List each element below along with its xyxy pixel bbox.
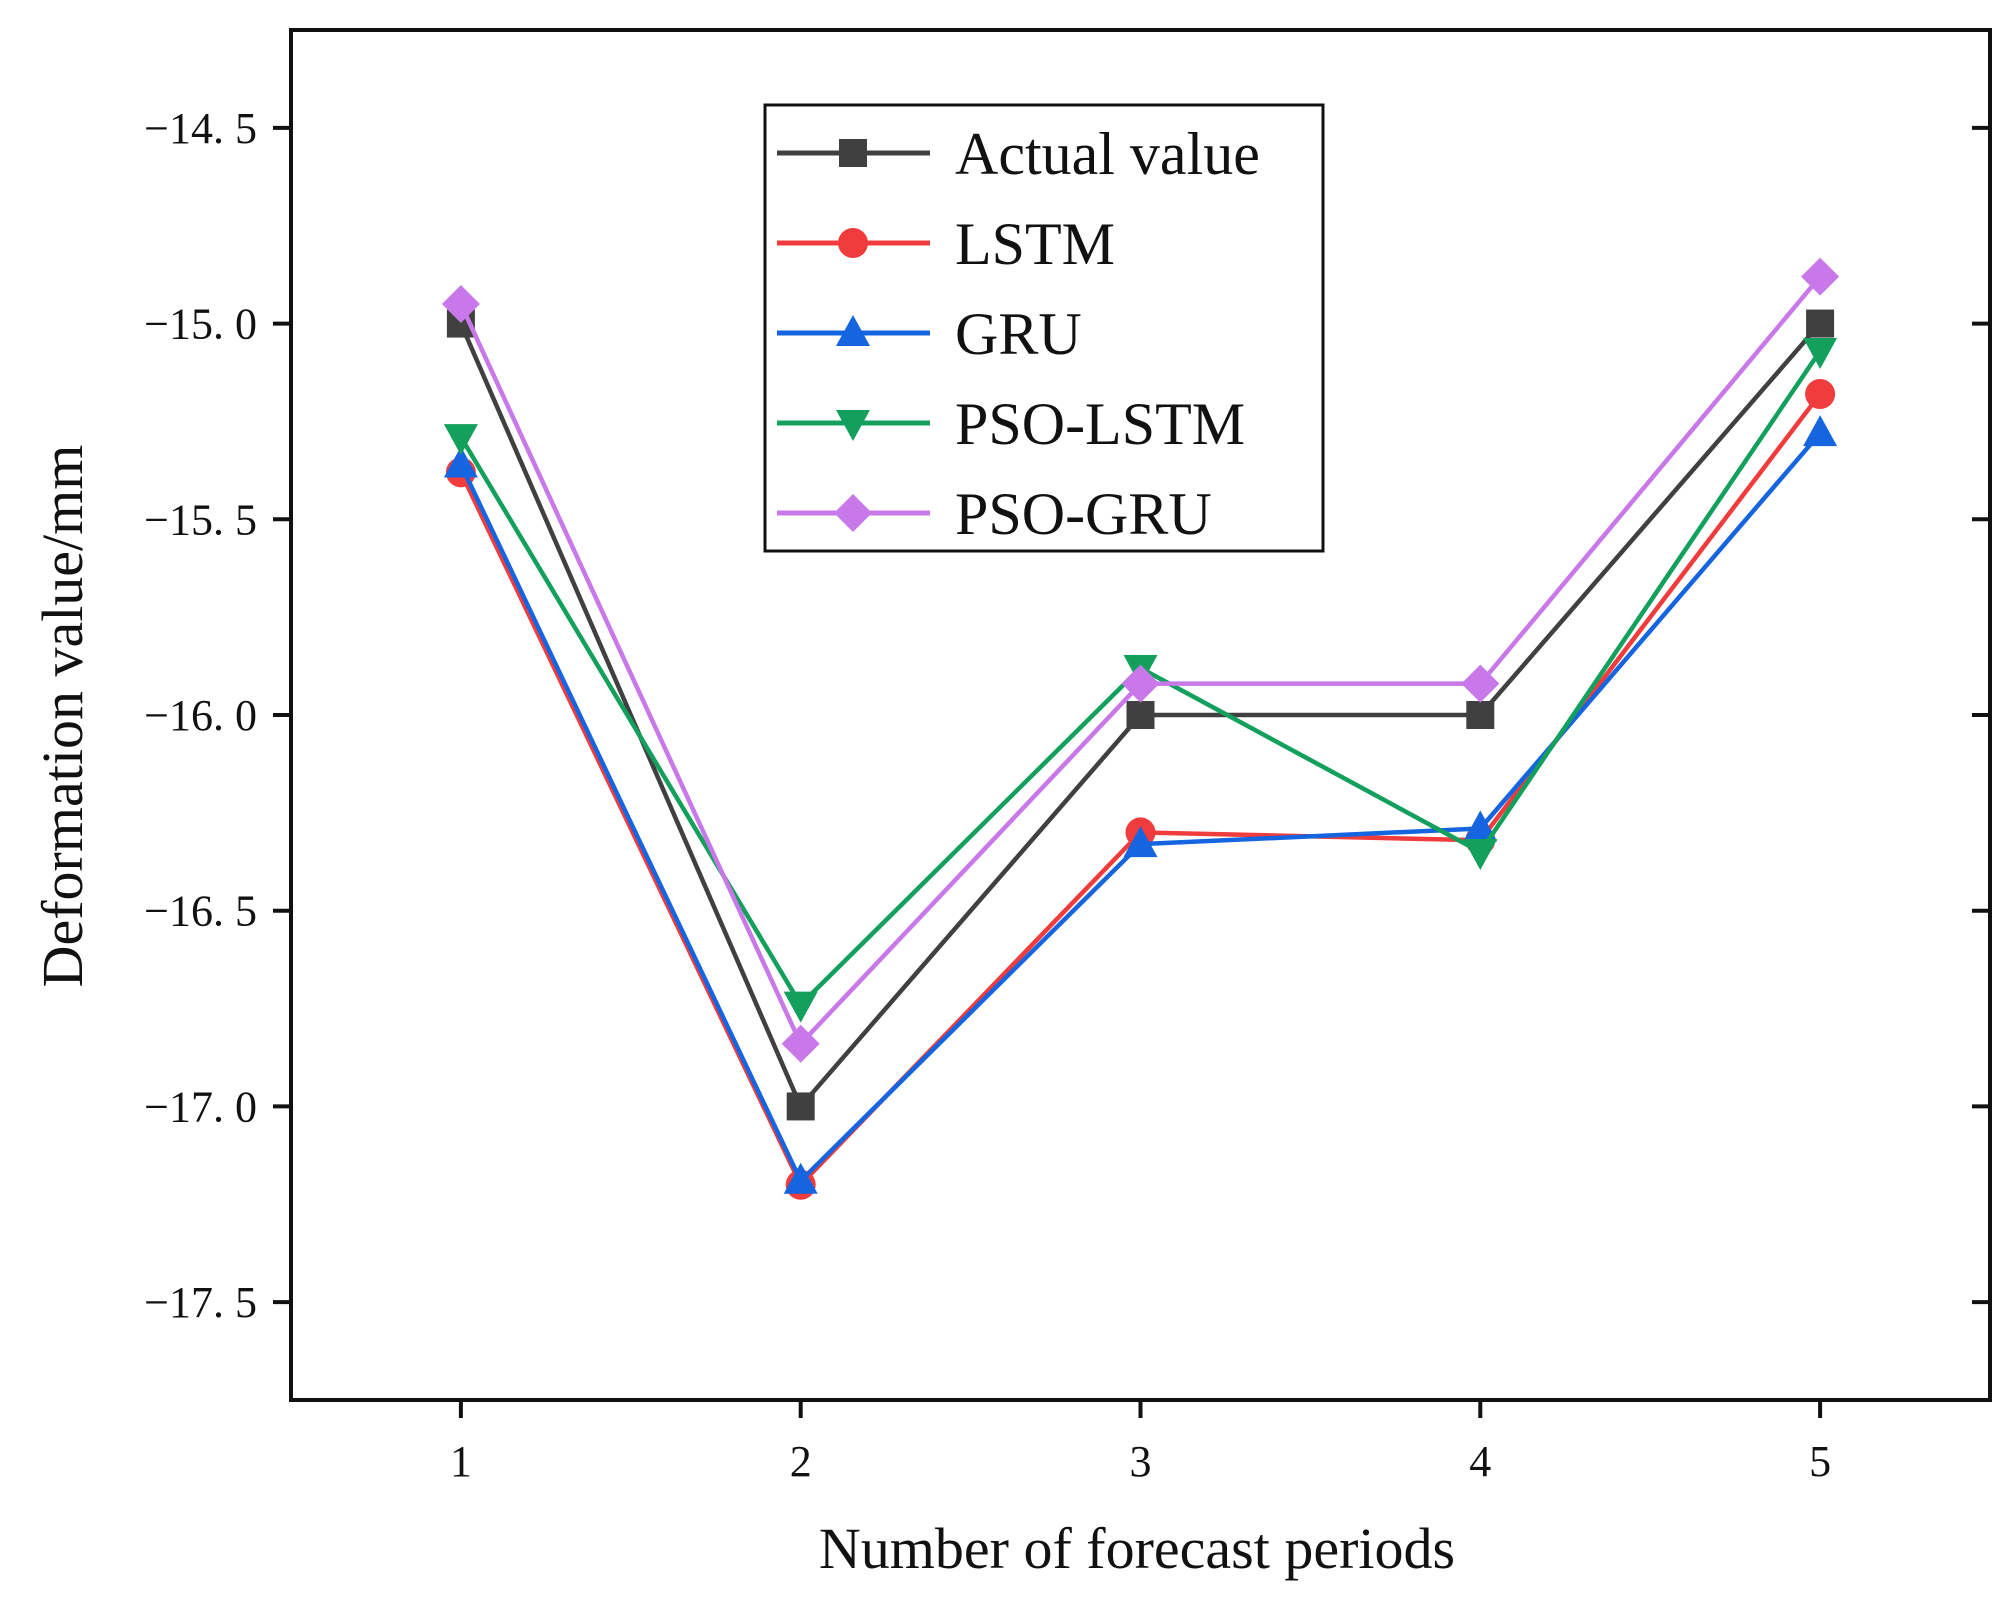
data-point — [1801, 257, 1840, 296]
legend-box — [763, 103, 1325, 553]
data-point — [783, 1162, 818, 1194]
series-gru — [443, 415, 1838, 1194]
legend-item: PSO-GRU — [777, 481, 1212, 547]
x-tick-label: 1 — [450, 1437, 472, 1486]
data-point — [786, 1092, 815, 1121]
legend-label: PSO-LSTM — [955, 391, 1245, 457]
x-tick-label: 5 — [1809, 1437, 1831, 1486]
legend-item: LSTM — [777, 211, 1115, 277]
legend-item: PSO-LSTM — [777, 391, 1245, 457]
data-point — [1123, 826, 1158, 858]
data-point — [1805, 379, 1836, 410]
legend-marker — [836, 315, 870, 346]
data-point — [1126, 701, 1155, 729]
data-point — [783, 991, 818, 1023]
y-tick-label: −16. 5 — [144, 887, 257, 936]
data-point — [1463, 839, 1498, 870]
legend-label: GRU — [955, 301, 1082, 367]
y-tick-label: −17. 5 — [144, 1278, 257, 1327]
legend-label: PSO-GRU — [955, 481, 1212, 547]
legend-marker — [839, 139, 867, 167]
series-pso-gru — [441, 257, 1840, 1063]
legend-item: Actual value — [777, 121, 1260, 187]
data-point — [1466, 701, 1495, 729]
x-tick-label: 2 — [790, 1437, 812, 1486]
y-tick-label: −15. 5 — [144, 495, 257, 544]
legend-marker — [838, 228, 868, 258]
data-point — [1463, 810, 1498, 842]
legend-label: LSTM — [955, 211, 1115, 277]
data-point — [1461, 664, 1500, 703]
legend-item: GRU — [777, 301, 1082, 367]
y-axis-title: Deformation value/mm — [30, 445, 95, 988]
legend-marker — [834, 494, 872, 532]
series-layer — [441, 257, 1840, 1200]
x-tick-label: 3 — [1130, 1437, 1152, 1486]
legend: Actual value LSTM GRU PSO-LSTM PSO-GRU — [763, 103, 1325, 553]
data-point — [443, 424, 478, 456]
data-point — [1803, 415, 1838, 447]
ticks-layer: 1 2 3 4 5 −14. 5 −15. 0 −15. 5 −16. 0 −16. 5 −17. … — [144, 104, 1990, 1486]
data-point — [1803, 337, 1838, 369]
data-point — [1121, 664, 1160, 703]
x-tick-label: 4 — [1469, 1437, 1491, 1486]
y-tick-label: −15. 0 — [144, 300, 257, 349]
y-tick-label: −16. 0 — [144, 691, 257, 740]
data-point — [781, 1024, 820, 1063]
y-tick-label: −14. 5 — [144, 104, 257, 153]
data-point — [443, 446, 478, 478]
legend-label: Actual value — [955, 121, 1260, 187]
data-point — [1806, 309, 1835, 338]
legend-marker — [836, 410, 870, 441]
x-axis-title: Number of forecast periods — [819, 1516, 1455, 1581]
data-point — [441, 285, 480, 323]
y-tick-label: −17. 0 — [144, 1082, 257, 1131]
